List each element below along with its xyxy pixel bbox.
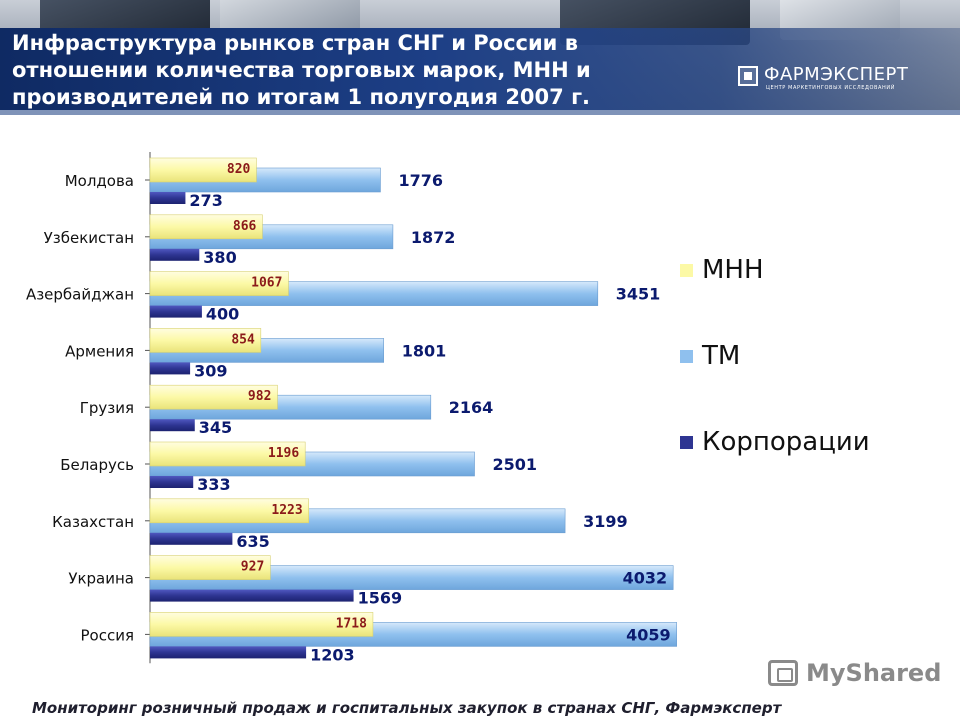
footer-source: Мониторинг розничный продаж и госпитальн… xyxy=(32,699,782,717)
legend-label-corporations: Корпорации xyxy=(702,427,870,457)
presentation-icon xyxy=(768,660,798,686)
data-label-corporations: 345 xyxy=(199,418,232,437)
logo-subtitle: ЦЕНТР МАРКЕТИНГОВЫХ ИССЛЕДОВАНИЙ xyxy=(766,85,896,91)
legend-label-tm: ТМ xyxy=(702,341,741,371)
data-label-tm: 4059 xyxy=(626,625,671,644)
bar-corporations xyxy=(150,305,202,318)
bar-mnn xyxy=(149,441,306,467)
data-label-tm: 2164 xyxy=(449,398,494,417)
header-banner: Инфраструктура рынков стран СНГ и России… xyxy=(0,0,960,115)
category-label: Молдова xyxy=(65,172,134,190)
data-label-corporations: 1203 xyxy=(310,645,355,664)
title-line-1: Инфраструктура рынков стран СНГ и России… xyxy=(12,31,578,55)
category-label: Узбекистан xyxy=(44,229,134,247)
bar-mnn xyxy=(149,271,289,296)
data-label-corporations: 333 xyxy=(197,475,230,494)
bar-mnn xyxy=(149,555,271,580)
bar-mnn xyxy=(149,328,262,353)
data-label-mnn: 982 xyxy=(248,389,271,404)
data-label-corporations: 309 xyxy=(194,361,227,380)
bar-corporations xyxy=(150,476,194,488)
title-line-2: отношении количества торговых марок, МНН… xyxy=(12,58,591,82)
legend-swatch-tm xyxy=(680,350,693,363)
data-label-mnn: 1223 xyxy=(271,503,302,518)
data-label-tm: 1776 xyxy=(398,171,443,190)
pharmexpert-logo: ФАРМЭКСПЕРТ ЦЕНТР МАРКЕТИНГОВЫХ ИССЛЕДОВ… xyxy=(738,64,928,94)
category-label: Беларусь xyxy=(60,456,134,474)
data-label-tm: 2501 xyxy=(493,455,538,474)
data-label-mnn: 1196 xyxy=(268,446,299,461)
data-label-mnn: 927 xyxy=(241,560,264,575)
data-label-tm: 4032 xyxy=(623,569,668,588)
data-label-mnn: 866 xyxy=(233,219,257,234)
bar-mnn xyxy=(149,214,263,240)
page-title: Инфраструктура рынков стран СНГ и России… xyxy=(12,30,712,111)
bar-corporations xyxy=(150,532,233,545)
data-label-tm: 1801 xyxy=(402,341,447,360)
category-label: Россия xyxy=(81,626,135,644)
data-label-corporations: 380 xyxy=(203,248,236,267)
logo-name: ФАРМЭКСПЕРТ xyxy=(764,64,909,85)
category-label: Украина xyxy=(68,570,134,588)
data-label-tm: 3451 xyxy=(616,285,661,304)
watermark-text: MyShared xyxy=(806,659,942,687)
legend-swatch-mnn xyxy=(680,264,693,277)
category-label: Армения xyxy=(65,342,134,360)
bar-corporations xyxy=(150,646,307,659)
data-label-tm: 3199 xyxy=(583,512,628,531)
data-label-mnn: 854 xyxy=(231,332,255,347)
bar-corporations xyxy=(150,419,195,432)
bar-mnn xyxy=(149,612,374,637)
category-label: Казахстан xyxy=(52,513,134,531)
bar-corporations xyxy=(150,589,354,602)
data-label-mnn: 1718 xyxy=(336,616,367,631)
legend-label-mnn: МНН xyxy=(702,255,764,285)
title-line-3: производителей по итогам 1 полугодия 200… xyxy=(12,85,591,109)
data-label-mnn: 1067 xyxy=(251,276,282,291)
myshared-watermark: MyShared xyxy=(768,658,942,692)
data-label-corporations: 400 xyxy=(206,305,239,324)
bar-corporations xyxy=(150,362,191,375)
bar-corporations xyxy=(150,192,186,204)
category-label: Азербайджан xyxy=(26,286,134,304)
data-label-mnn: 820 xyxy=(227,162,251,177)
data-label-tm: 1872 xyxy=(411,228,456,247)
bar-mnn xyxy=(149,384,278,410)
bar-mnn xyxy=(149,498,309,524)
logo-icon xyxy=(738,66,758,86)
category-label: Грузия xyxy=(80,399,134,417)
data-label-corporations: 1569 xyxy=(358,589,403,608)
data-label-corporations: 273 xyxy=(189,191,222,210)
bar-mnn xyxy=(149,157,257,183)
data-label-corporations: 635 xyxy=(236,532,269,551)
legend-swatch-corporations xyxy=(680,436,693,449)
bar-corporations xyxy=(150,248,200,261)
